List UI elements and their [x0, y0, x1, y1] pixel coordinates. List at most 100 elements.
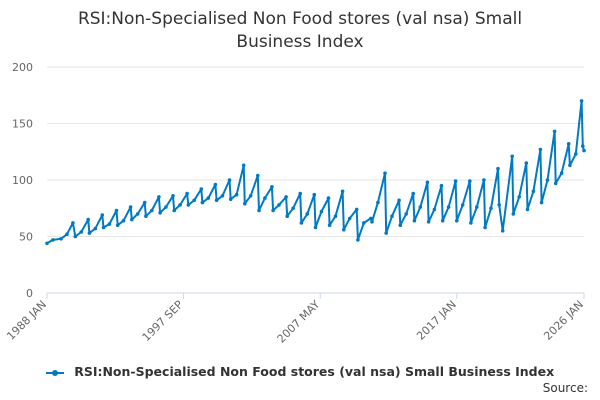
data-point[interactable] — [158, 211, 162, 215]
data-point[interactable] — [199, 187, 204, 191]
data-point[interactable] — [538, 147, 543, 152]
data-point[interactable] — [370, 220, 374, 224]
data-point[interactable] — [539, 200, 544, 205]
data-point[interactable] — [426, 220, 431, 224]
data-point[interactable] — [51, 238, 55, 242]
data-point[interactable] — [255, 173, 260, 178]
data-point[interactable] — [497, 203, 502, 207]
data-point[interactable] — [383, 171, 387, 175]
data-point[interactable] — [397, 198, 401, 203]
data-point[interactable] — [333, 214, 338, 218]
data-point[interactable] — [305, 212, 310, 216]
data-point[interactable] — [115, 223, 120, 227]
legend[interactable]: RSI:Non-Specialised Non Food stores (val… — [0, 364, 600, 379]
data-point[interactable] — [107, 222, 112, 226]
data-point[interactable] — [489, 206, 493, 211]
data-point[interactable] — [86, 217, 90, 222]
data-point[interactable] — [313, 225, 318, 230]
data-point[interactable] — [581, 144, 585, 148]
data-point[interactable] — [440, 218, 445, 223]
data-point[interactable] — [418, 205, 423, 209]
data-point[interactable] — [342, 227, 346, 232]
data-point[interactable] — [390, 214, 394, 218]
data-point[interactable] — [579, 99, 584, 103]
data-point[interactable] — [376, 200, 380, 205]
data-point[interactable] — [326, 196, 331, 200]
data-point[interactable] — [298, 191, 303, 196]
data-point[interactable] — [213, 182, 218, 187]
data-point[interactable] — [130, 217, 134, 222]
data-point[interactable] — [475, 205, 479, 209]
data-point[interactable] — [425, 180, 430, 185]
data-point[interactable] — [482, 178, 486, 182]
data-point[interactable] — [552, 129, 557, 134]
data-point[interactable] — [121, 218, 126, 223]
data-point[interactable] — [312, 192, 317, 197]
data-point[interactable] — [114, 208, 119, 213]
data-point[interactable] — [73, 234, 78, 239]
data-point[interactable] — [164, 205, 168, 209]
data-point[interactable] — [214, 198, 219, 203]
data-point[interactable] — [100, 213, 105, 217]
data-point[interactable] — [87, 231, 92, 235]
data-point[interactable] — [284, 195, 288, 199]
data-point[interactable] — [93, 226, 98, 231]
data-point[interactable] — [271, 208, 275, 213]
data-point[interactable] — [545, 178, 550, 182]
data-point[interactable] — [128, 205, 133, 209]
data-point[interactable] — [455, 218, 459, 223]
data-point[interactable] — [483, 225, 487, 230]
data-point[interactable] — [404, 212, 409, 216]
data-point[interactable] — [142, 200, 147, 205]
data-point[interactable] — [220, 194, 225, 198]
data-point[interactable] — [277, 203, 281, 207]
data-point[interactable] — [178, 203, 182, 207]
data-point[interactable] — [291, 206, 295, 211]
data-point[interactable] — [496, 166, 500, 171]
data-point[interactable] — [439, 183, 444, 188]
data-point[interactable] — [460, 203, 465, 207]
data-point[interactable] — [327, 223, 332, 227]
data-point[interactable] — [525, 207, 530, 212]
data-point[interactable] — [192, 198, 196, 203]
data-point[interactable] — [263, 196, 267, 200]
data-point[interactable] — [524, 161, 529, 165]
data-point[interactable] — [566, 142, 571, 146]
data-point[interactable] — [468, 179, 472, 183]
series-path[interactable] — [46, 99, 585, 245]
data-point[interactable] — [172, 208, 176, 213]
data-point[interactable] — [347, 216, 352, 221]
data-point[interactable] — [200, 200, 205, 205]
data-point[interactable] — [446, 205, 451, 209]
data-point[interactable] — [101, 225, 106, 230]
data-point[interactable] — [185, 191, 189, 196]
data-point[interactable] — [150, 208, 154, 213]
data-point[interactable] — [398, 223, 403, 227]
data-point[interactable] — [227, 178, 232, 182]
data-point[interactable] — [559, 171, 564, 175]
data-point[interactable] — [59, 237, 63, 241]
data-point[interactable] — [285, 214, 290, 218]
data-point[interactable] — [228, 197, 233, 201]
data-point[interactable] — [531, 189, 536, 194]
data-point[interactable] — [71, 221, 75, 225]
data-point[interactable] — [500, 229, 505, 233]
data-point[interactable] — [369, 216, 373, 221]
data-point[interactable] — [384, 231, 389, 235]
data-point[interactable] — [186, 203, 191, 207]
data-point[interactable] — [79, 230, 83, 234]
data-point[interactable] — [582, 148, 586, 153]
data-point[interactable] — [517, 195, 521, 199]
data-point[interactable] — [411, 191, 416, 196]
data-point[interactable] — [157, 195, 161, 199]
data-point[interactable] — [354, 207, 359, 212]
data-point[interactable] — [206, 196, 211, 200]
data-point[interactable] — [511, 212, 516, 216]
data-point[interactable] — [248, 194, 253, 198]
data-point[interactable] — [510, 154, 514, 159]
data-point[interactable] — [135, 212, 140, 216]
data-point[interactable] — [412, 218, 417, 223]
data-point[interactable] — [144, 214, 148, 218]
data-point[interactable] — [356, 238, 360, 242]
series-line[interactable] — [45, 99, 586, 246]
